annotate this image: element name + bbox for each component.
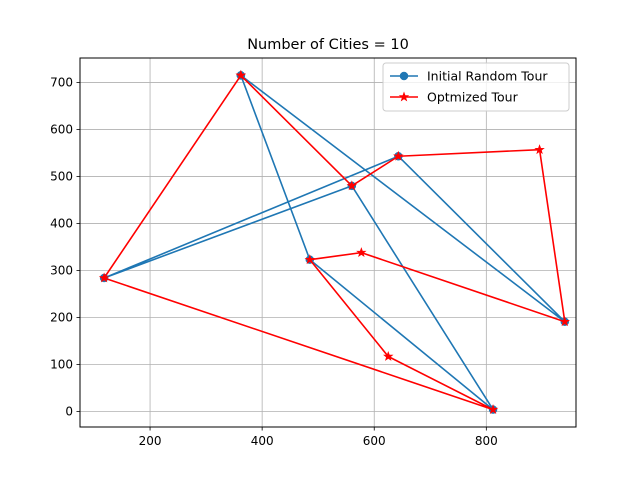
- y-tick-label: 400: [50, 217, 73, 231]
- y-tick-label: 100: [50, 358, 73, 372]
- legend-swatch-marker: [399, 71, 409, 81]
- y-tick-label: 200: [50, 311, 73, 325]
- data-point: [383, 351, 394, 361]
- x-tick-label: 800: [475, 434, 498, 448]
- grid: [80, 58, 576, 427]
- y-tick-label: 0: [65, 405, 73, 419]
- data-point: [534, 144, 545, 155]
- legend: Initial Random Tour Optmized Tour: [382, 62, 570, 112]
- legend-swatch-marker: [398, 91, 410, 102]
- data-point: [356, 247, 367, 258]
- x-tick-label: 200: [139, 434, 162, 448]
- plot-area-frame: [79, 57, 577, 428]
- data-point: [393, 150, 404, 161]
- y-tick-label: 500: [50, 170, 73, 184]
- y-tick-label: 600: [50, 123, 73, 137]
- data-point: [304, 254, 315, 265]
- y-tick-label: 300: [50, 264, 73, 278]
- x-tick-label: 400: [251, 434, 274, 448]
- data-point: [346, 180, 358, 191]
- data-point: [559, 316, 571, 327]
- chart-title: Number of Cities = 10: [247, 37, 409, 53]
- data-point: [235, 69, 247, 80]
- legend-label: Optmized Tour: [427, 90, 519, 105]
- series-line: [103, 74, 566, 411]
- data-point: [98, 272, 110, 283]
- data-point: [487, 404, 499, 415]
- x-tick-label: 600: [363, 434, 386, 448]
- series-layer: [98, 69, 571, 415]
- series-2: [98, 69, 571, 415]
- legend-box: [382, 62, 570, 112]
- series-line: [103, 74, 566, 411]
- legend-label: Initial Random Tour: [427, 69, 548, 84]
- y-tick-label: 700: [50, 76, 73, 90]
- series-1: [99, 71, 570, 414]
- axis-ticks: 200 400 600 800 0 100 200 300 400 500 600 700: [50, 76, 498, 448]
